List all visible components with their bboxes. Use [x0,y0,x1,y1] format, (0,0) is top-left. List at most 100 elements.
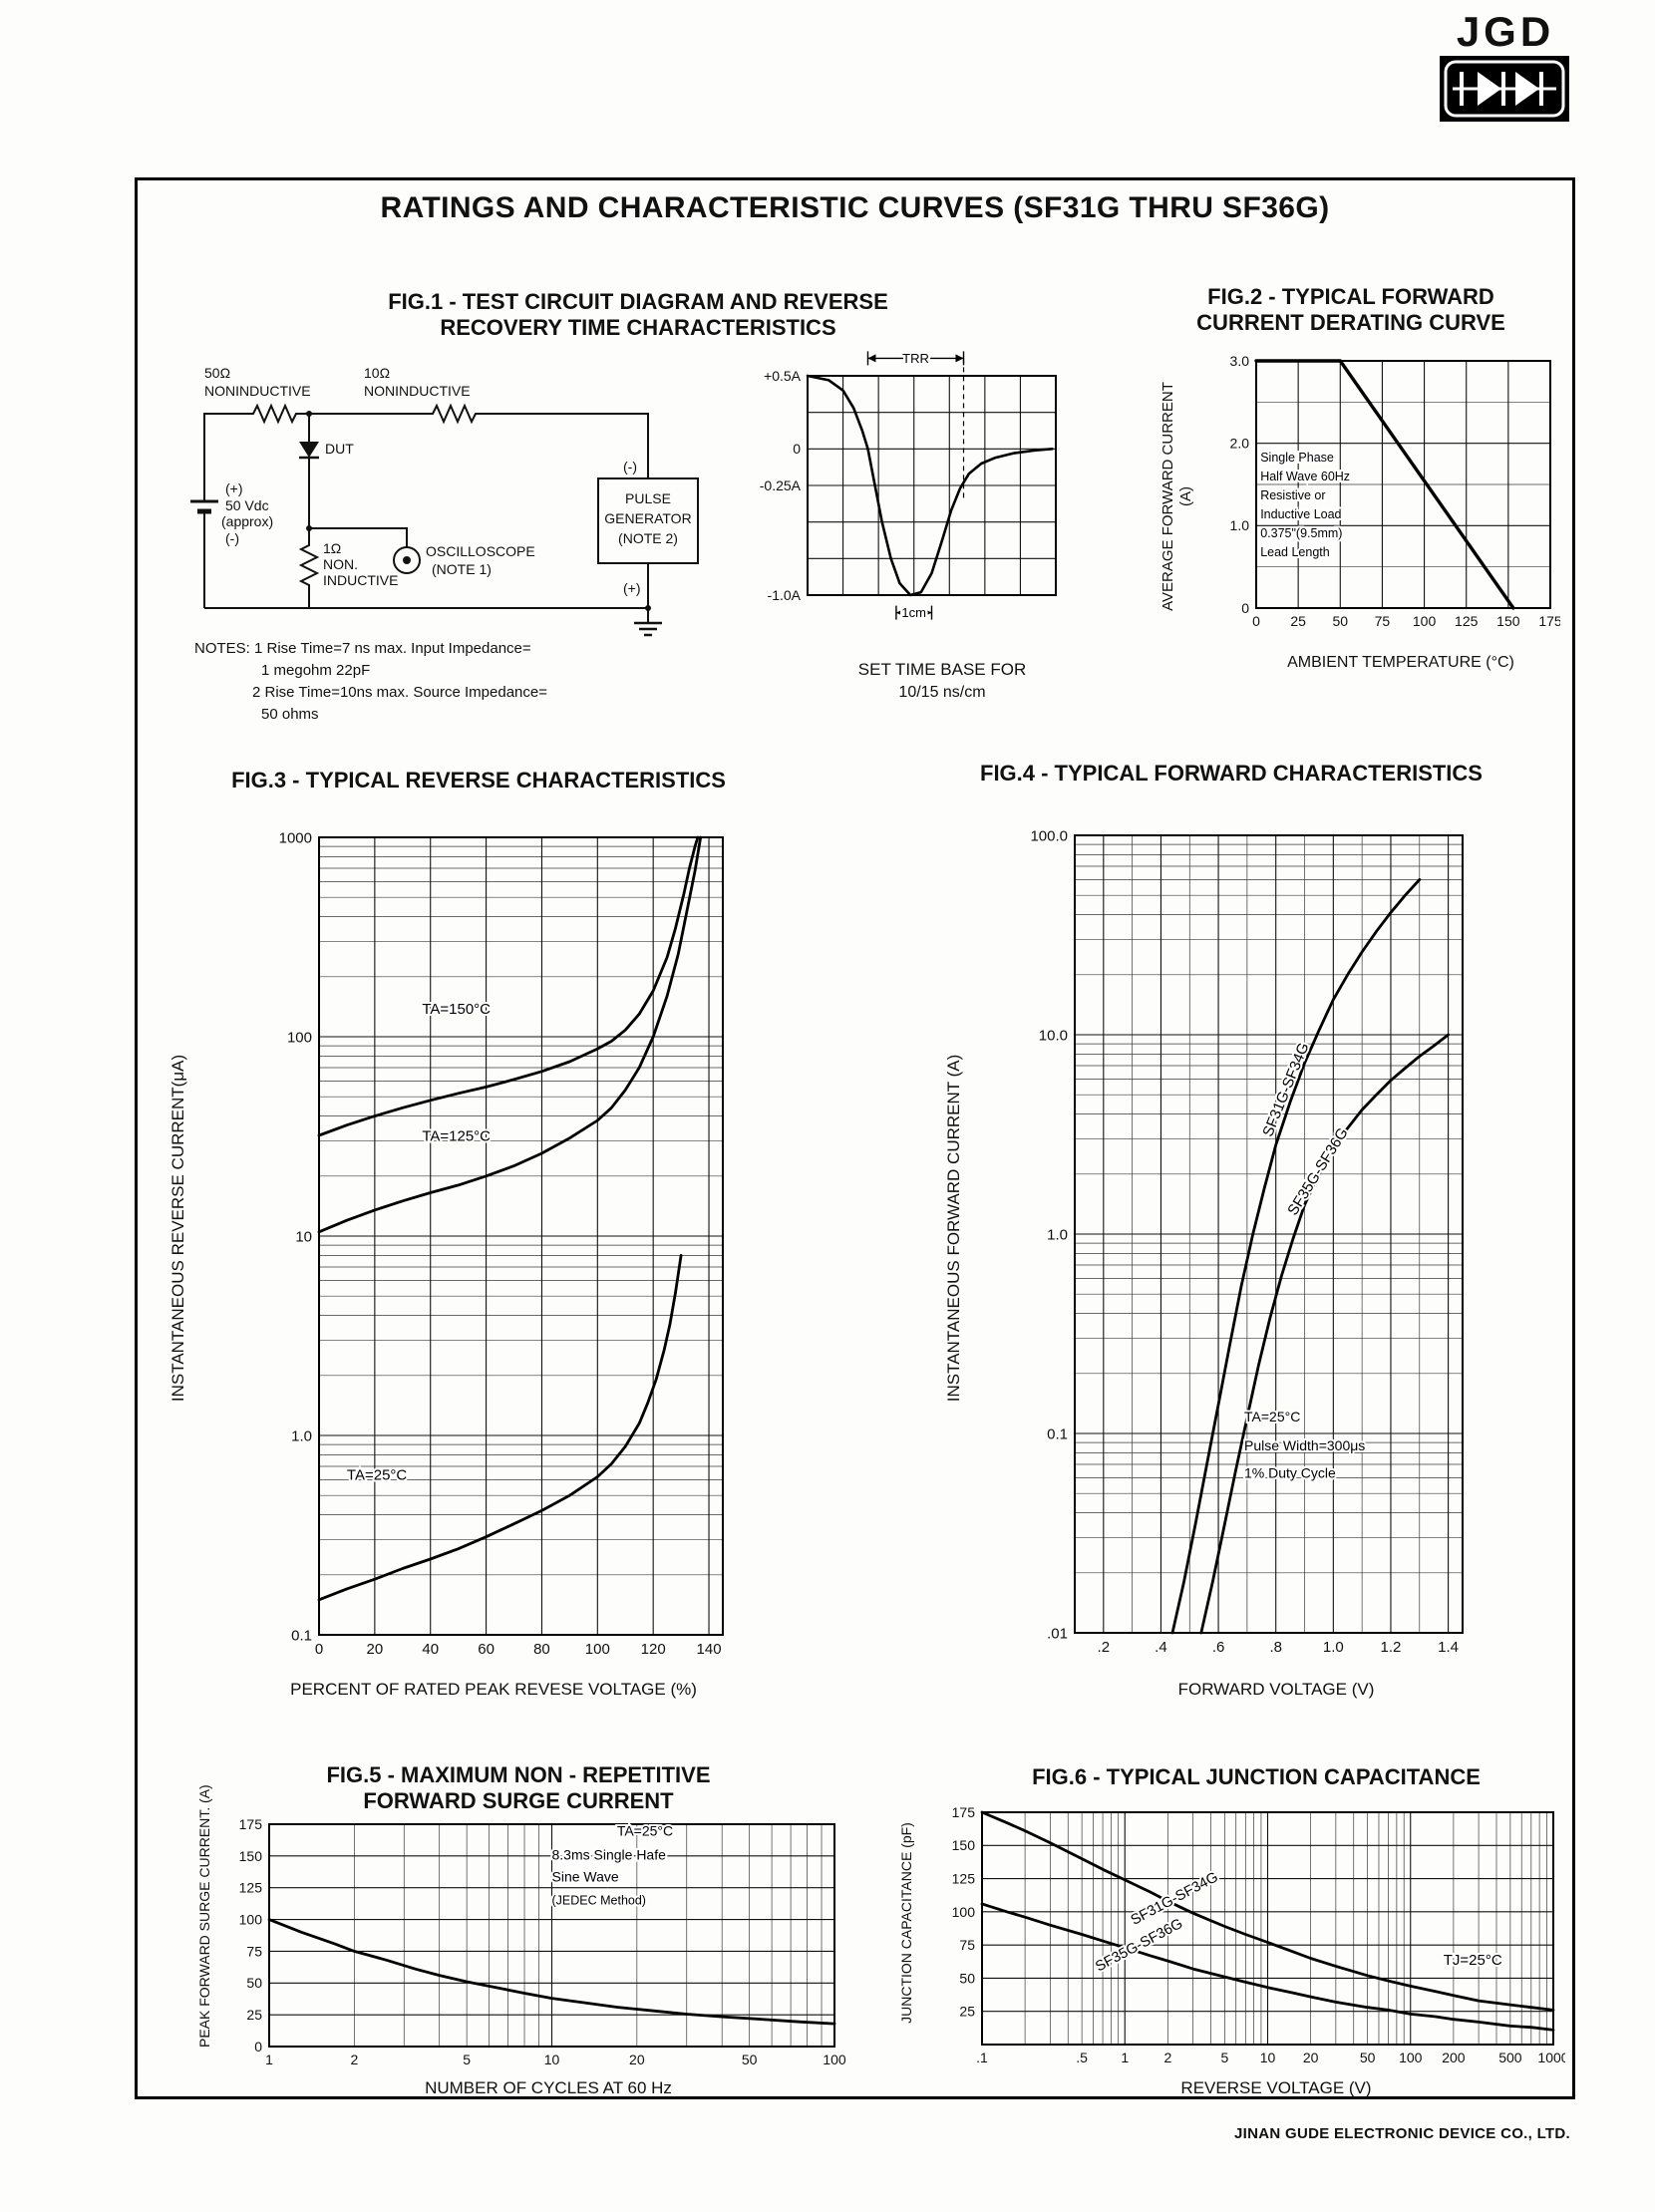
svg-text:.5: .5 [1076,2050,1088,2065]
fig1-title-line2: RECOVERY TIME CHARACTERISTICS [440,315,836,340]
page-title: RATINGS AND CHARACTERISTIC CURVES (SF31G… [380,191,1330,224]
fig3-title: FIG.3 - TYPICAL REVERSE CHARACTERISTICS [231,768,726,792]
fig6-curve-SF31G-SF34G [980,1810,1555,2012]
fig2-plot-border [1255,360,1551,609]
fig5-annotation: (JEDEC Method) [552,1893,646,1907]
fig5-title: FIG.5 - MAXIMUM NON - REPETITIVE FORWARD… [209,1762,828,1814]
svg-text:75: 75 [1375,613,1391,629]
label-oscilloscope: OSCILLOSCOPE [426,543,535,559]
svg-text:10: 10 [544,2052,560,2067]
svg-text:0: 0 [1241,600,1249,616]
svg-text:1: 1 [265,2052,273,2067]
svg-text:75: 75 [246,1943,262,1959]
fig6-junction-capacitance-chart: .1.5 1 2 5 10 20 50 100 200 500 100025507510012515… [952,1804,1565,2065]
svg-text:-1.0A: -1.0A [768,587,802,603]
fig6-x-axis-label: REVERSE VOLTAGE (V) [1180,2078,1372,2097]
svg-text:10: 10 [1260,2050,1276,2065]
svg-text:140: 140 [697,1641,722,1658]
svg-text:2.0: 2.0 [1230,436,1250,452]
circuit-top-rail [203,413,249,501]
fig3-curve-TA-125C [317,835,703,1234]
fig4-grid [1075,835,1463,1633]
svg-text:50: 50 [742,2052,758,2067]
fig2-annotation: Half Wave 60Hz [1260,470,1350,483]
svg-text:50: 50 [246,1975,262,1991]
svg-text:150: 150 [952,1837,976,1853]
svg-text:5: 5 [463,2052,471,2067]
svg-text:50: 50 [1332,613,1348,629]
fig4-annotation: TA=25°C [1244,1409,1300,1424]
svg-text:50: 50 [959,1970,975,1986]
svg-text:0.1: 0.1 [1047,1425,1068,1442]
footer-company: JINAN GUDE ELECTRONIC DEVICE CO., LTD. [1234,2125,1570,2142]
fig5-title-line1: FIG.5 - MAXIMUM NON - REPETITIVE [326,1762,711,1787]
svg-text:100.0: 100.0 [1030,827,1068,844]
label-r1: 1Ω [323,540,341,556]
svg-text:175: 175 [1538,613,1560,629]
svg-text:1000: 1000 [1537,2050,1565,2065]
fig4-x-axis-label: FORWARD VOLTAGE (V) [1177,1680,1375,1699]
svg-text:1.4: 1.4 [1438,1639,1459,1656]
svg-text:25: 25 [246,2007,262,2023]
svg-text:0: 0 [1252,613,1260,629]
label-pg-plus: (+) [623,580,641,596]
svg-text:150: 150 [1496,613,1520,629]
fig4-curve-SF31G-SF34G [1170,878,1422,1635]
fig5-y-axis-label: PEAK FORWARD SURGE CURRENT. (A) [196,1784,212,2048]
svg-text:100: 100 [952,1904,976,1920]
fig6-annotation: TJ=25°C [1444,1952,1502,1969]
fig5-curve-surge-current [267,1918,836,2026]
svg-text:150: 150 [239,1848,263,1864]
svg-text:-0.25A: -0.25A [760,477,802,493]
fig1-circuit-diagram: 50Ω NONINDUCTIVE 10Ω NONINDUCTIVE DUT (+… [190,365,699,637]
svg-text:120: 120 [641,1641,666,1658]
label-bat-approx: (approx) [221,513,273,529]
label-r1-sub2: INDUCTIVE [323,572,398,588]
note-line-3: 2 Rise Time=10ns max. Source Impedance= [252,684,547,701]
svg-text:175: 175 [239,1816,263,1832]
svg-text:125: 125 [952,1870,976,1886]
svg-text:.01: .01 [1047,1625,1068,1642]
svg-text:175: 175 [952,1804,976,1820]
fig1wave-grid [808,376,1056,595]
svg-text:200: 200 [1442,2050,1466,2065]
svg-text:1.0: 1.0 [1230,517,1250,533]
svg-text:100: 100 [287,1029,312,1046]
fig1wave-span-label: TRR [902,351,929,366]
fig5-annotation: 8.3ms Single Hafe [552,1847,667,1863]
svg-text:100: 100 [1399,2050,1423,2065]
svg-text:40: 40 [422,1641,439,1658]
note-line-2: 1 megohm 22pF [261,662,371,679]
svg-text:0: 0 [793,441,801,457]
fig2-title-line1: FIG.2 - TYPICAL FORWARD [1207,284,1494,309]
svg-text:100: 100 [1413,613,1437,629]
fig6-y-axis-label: JUNCTION CAPACITANCE (pF) [898,1822,914,2024]
svg-text:.2: .2 [1098,1639,1111,1656]
fig2-annotation: Single Phase [1260,451,1334,465]
circuit-resistor-1ohm [298,543,320,588]
fig3-tick-labels: 0 20 40 60 80 100 120 140 1000 100 10 1.0 0.1 [279,829,722,1658]
svg-text:2: 2 [1163,2050,1171,2065]
fig2-title-line2: CURRENT DERATING CURVE [1196,310,1505,335]
label-pulse3: (NOTE 2) [618,530,678,546]
dut-diode-icon [299,442,319,458]
circuit-resistor-10ohm [429,403,479,425]
fig2-tick-labels: 0 25 50 75 100 125 150 175 0 1.0 2.0 3.0 [1230,353,1560,629]
label-pulse2: GENERATOR [604,510,691,526]
fig5-plot-border [268,1823,835,2048]
fig1-timebase-line2: 10/15 ns/cm [898,684,986,701]
svg-text:125: 125 [1455,613,1479,629]
svg-text:.4: .4 [1155,1639,1167,1656]
svg-text:1.0: 1.0 [1323,1639,1344,1656]
svg-text:1000: 1000 [279,829,312,846]
fig4-forward-characteristics-chart: .2.4.6.8 1.0 1.2 1.4100.010.01.00.1.01SF31G… [1030,827,1464,1656]
label-r10: 10Ω [364,365,390,381]
oscilloscope-dot [403,556,411,564]
fig4-tick-labels: .2 .4 .6 .8 1.0 1.2 1.4 100.0 10.0 1.0 0.1 .01 [1030,827,1459,1656]
fig4-curve-SF35G-SF36G [1199,1033,1451,1635]
fig1wave-tick-labels: +0.5A 0 -0.25A -1.0A [760,368,802,603]
svg-text:20: 20 [1303,2050,1319,2065]
label-dut: DUT [325,441,354,457]
svg-text:0.1: 0.1 [291,1627,312,1644]
